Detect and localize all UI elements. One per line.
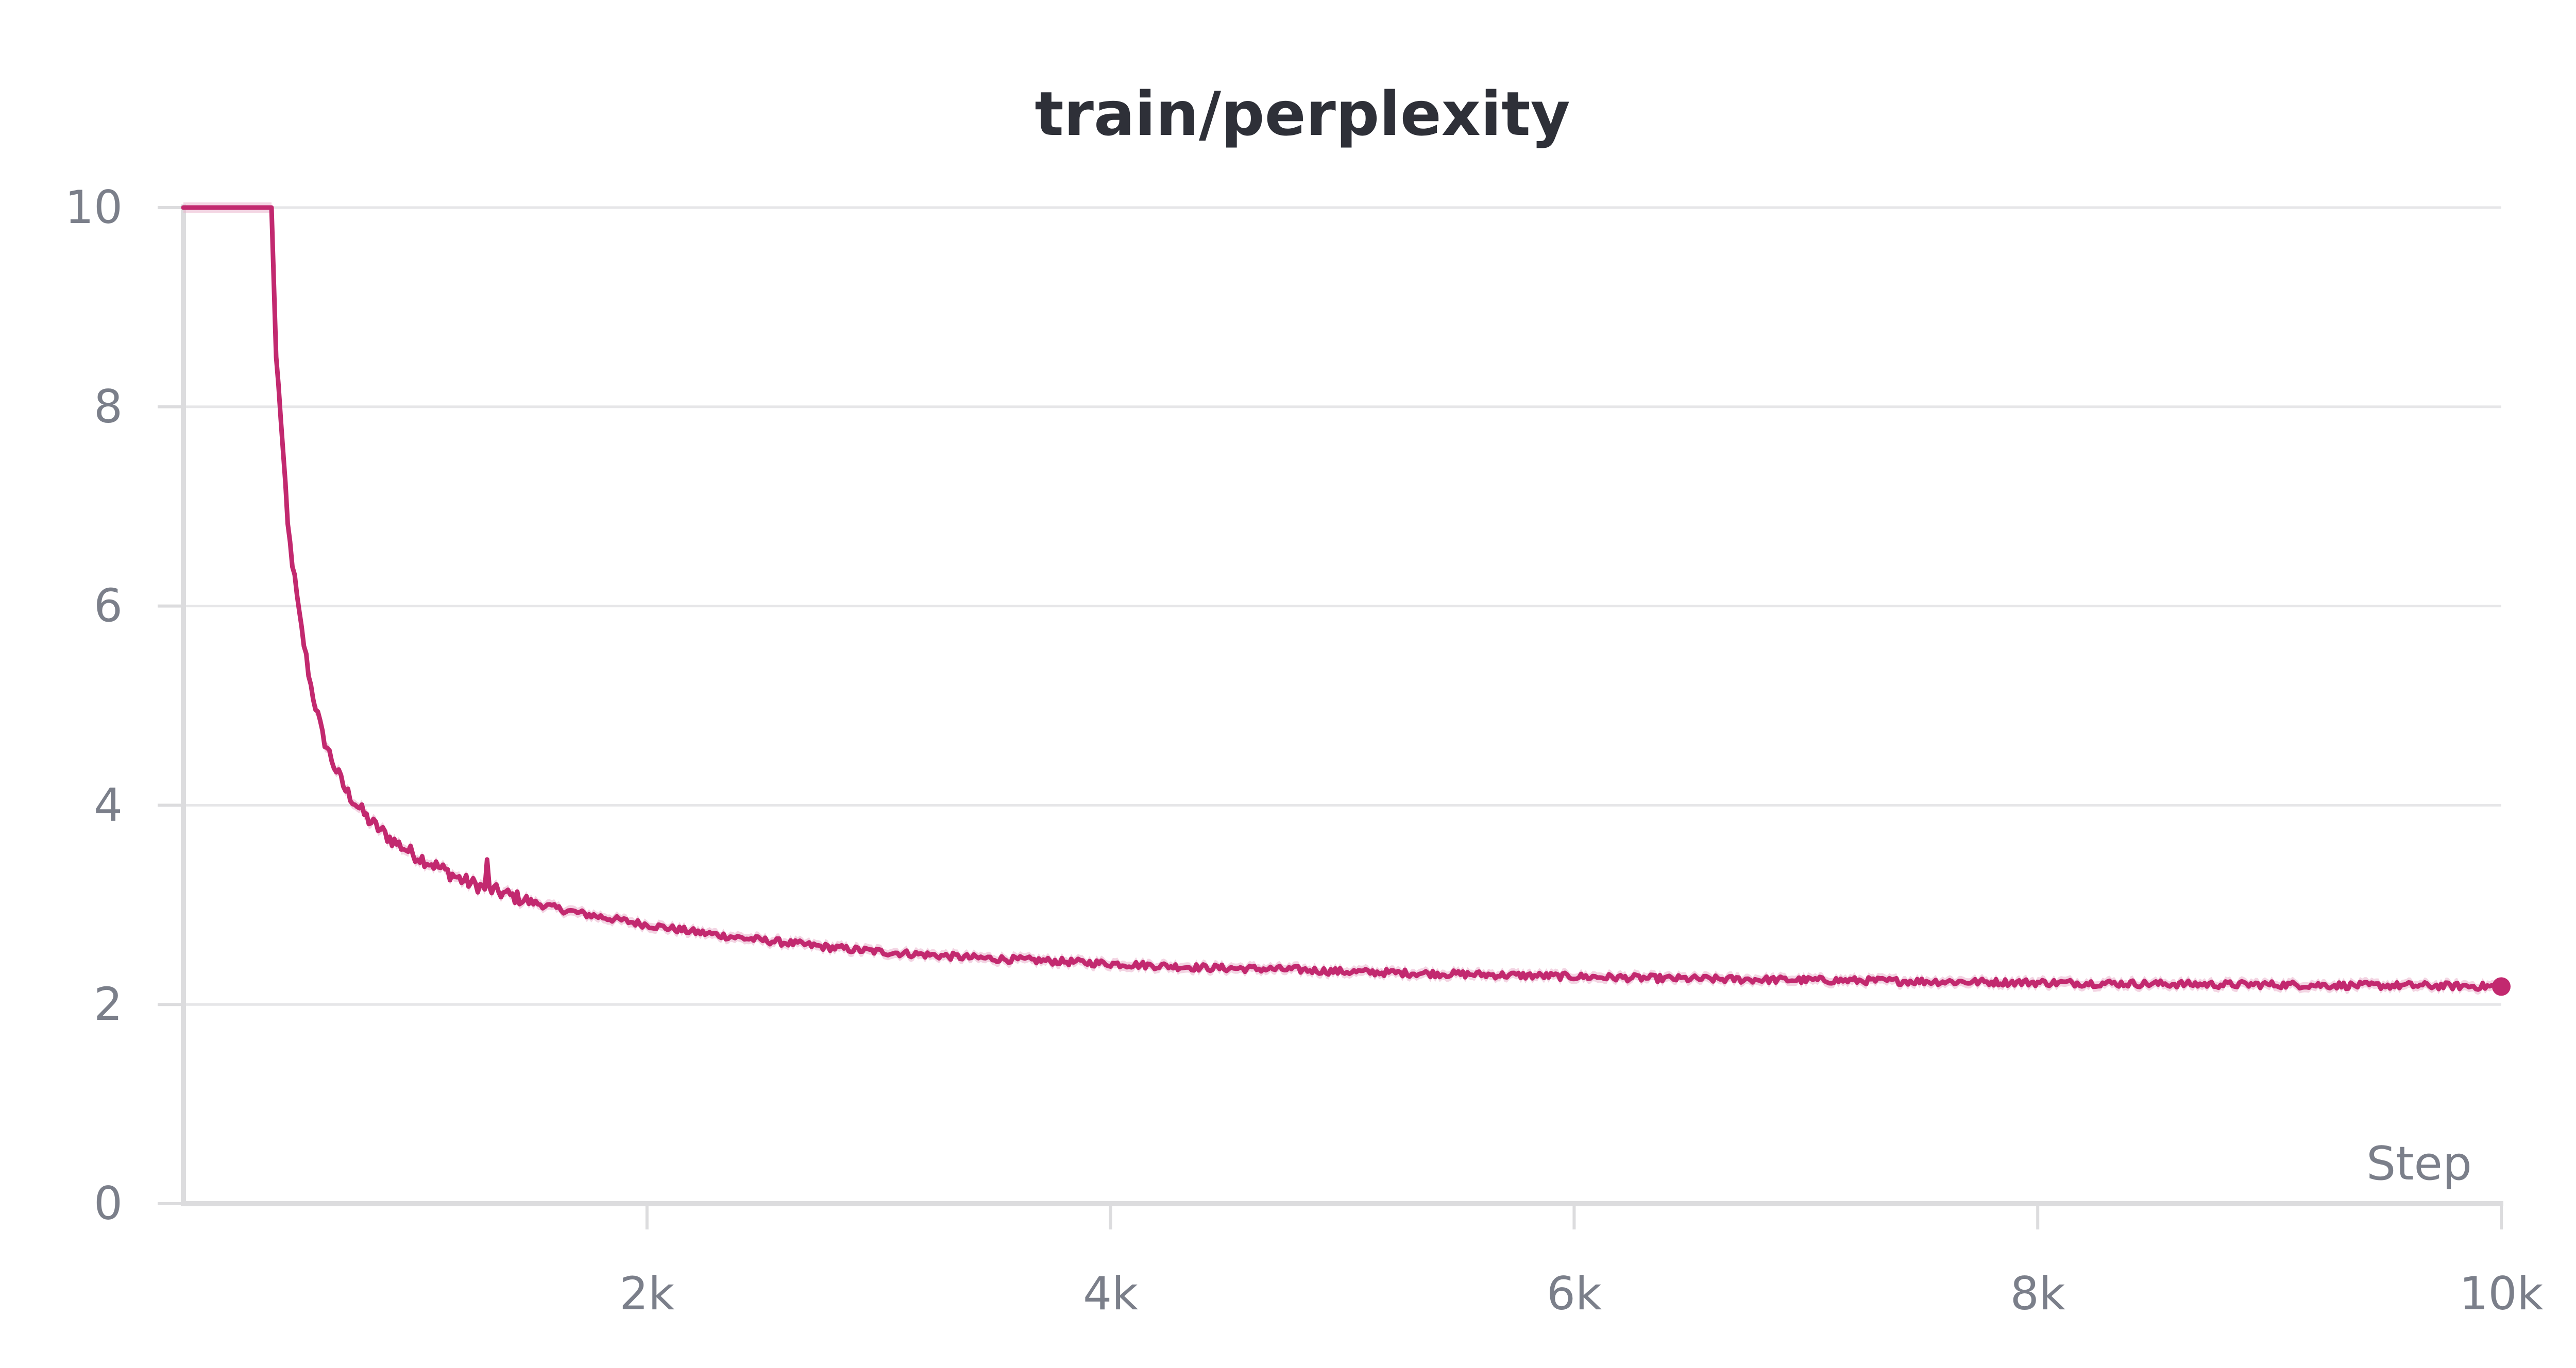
x-tick-label: 6k bbox=[1547, 1267, 1602, 1320]
axes: 0 2 4 6 8 10 2k 4k 6k 8k 10k bbox=[65, 181, 2543, 1320]
y-tick-label: 0 bbox=[94, 1177, 123, 1230]
series-layer bbox=[181, 202, 2511, 996]
x-tick-label: 10k bbox=[2460, 1267, 2544, 1320]
gridlines bbox=[183, 206, 2501, 1006]
y-tick-label: 4 bbox=[94, 778, 123, 831]
y-tick-label: 8 bbox=[94, 380, 123, 433]
x-tick-label: 4k bbox=[1083, 1267, 1138, 1320]
y-tick-label: 10 bbox=[65, 181, 123, 234]
series-line bbox=[181, 205, 2504, 992]
x-tick-label: 8k bbox=[2010, 1267, 2065, 1320]
series-end-point bbox=[2492, 977, 2511, 996]
x-tick-label: 2k bbox=[619, 1267, 674, 1320]
y-tick-label: 2 bbox=[94, 978, 123, 1031]
chart-title: train/perplexity bbox=[1035, 78, 1570, 149]
series-band bbox=[183, 202, 2501, 995]
x-axis-label: Step bbox=[2366, 1137, 2472, 1191]
y-tick-label: 6 bbox=[94, 579, 123, 632]
